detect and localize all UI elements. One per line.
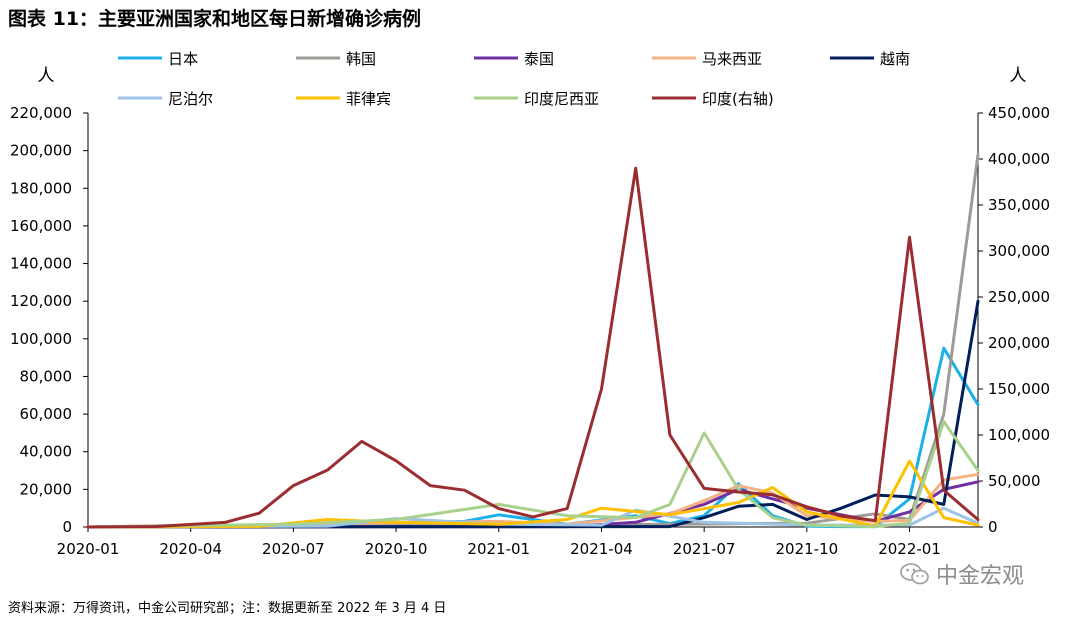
left-tick-label: 80,000	[20, 367, 73, 385]
left-tick-label: 140,000	[10, 255, 72, 273]
left-tick-label: 60,000	[20, 405, 73, 423]
right-tick-label: 250,000	[988, 288, 1050, 306]
right-tick-label: 150,000	[988, 380, 1050, 398]
chart-title: 图表 11：主要亚洲国家和地区每日新增确诊病例	[8, 8, 422, 30]
legend-label: 尼泊尔	[168, 90, 213, 108]
series-line	[86, 346, 980, 529]
legend-label: 越南	[880, 50, 910, 68]
axes	[87, 113, 979, 528]
series-line	[86, 420, 980, 529]
legend-label: 印度尼西亚	[524, 90, 599, 108]
left-tick-label: 40,000	[20, 443, 73, 461]
x-tick-label: 2020-07	[262, 540, 325, 558]
legend-label: 菲律宾	[346, 90, 391, 108]
left-tick-label: 100,000	[10, 330, 72, 348]
x-tick-label: 2021-04	[570, 540, 633, 558]
right-axis-unit: 人	[1010, 66, 1027, 86]
x-tick-label: 2020-04	[159, 540, 222, 558]
x-tick-label: 2021-07	[673, 540, 736, 558]
left-axis-unit: 人	[38, 66, 55, 86]
x-tick-label: 2020-10	[365, 540, 428, 558]
left-tick-label: 220,000	[10, 104, 72, 122]
right-tick-label: 200,000	[988, 334, 1050, 352]
watermark: 中金宏观	[900, 558, 1024, 590]
right-tick-label: 300,000	[988, 242, 1050, 260]
x-tick-label: 2020-01	[57, 540, 120, 558]
right-tick-label: 350,000	[988, 196, 1050, 214]
right-tick-label: 50,000	[988, 472, 1041, 490]
series-lines	[86, 152, 980, 529]
x-tick-label: 2021-01	[467, 540, 530, 558]
right-tick-label: 100,000	[988, 426, 1050, 444]
right-tick-label: 400,000	[988, 150, 1050, 168]
left-tick-label: 180,000	[10, 179, 72, 197]
left-tick-label: 120,000	[10, 292, 72, 310]
right-tick-label: 450,000	[988, 104, 1050, 122]
source-note: 资料来源：万得资讯，中金公司研究部；注：数据更新至 2022 年 3 月 4 日	[8, 601, 447, 616]
series-line	[86, 166, 980, 529]
legend-label: 马来西亚	[702, 50, 762, 68]
left-tick-label: 0	[62, 518, 72, 536]
right-tick-label: 0	[988, 518, 998, 536]
legend-label: 泰国	[524, 50, 554, 68]
legend-label: 韩国	[346, 50, 376, 68]
series-line	[86, 152, 980, 529]
watermark-text: 中金宏观	[936, 564, 1025, 589]
x-tick-label: 2022-01	[878, 540, 941, 558]
legend-label: 印度(右轴)	[702, 90, 774, 108]
axis-ticks: 0 20,000 40,000 60,000 80,000 100,000 120,000 1…	[10, 104, 1050, 558]
left-tick-label: 160,000	[10, 217, 72, 235]
x-tick-label: 2021-10	[776, 540, 839, 558]
series-line	[86, 299, 980, 529]
wechat-icon	[900, 563, 929, 585]
legend-label: 日本	[168, 50, 198, 68]
left-tick-label: 20,000	[20, 480, 73, 498]
left-tick-label: 200,000	[10, 142, 72, 160]
